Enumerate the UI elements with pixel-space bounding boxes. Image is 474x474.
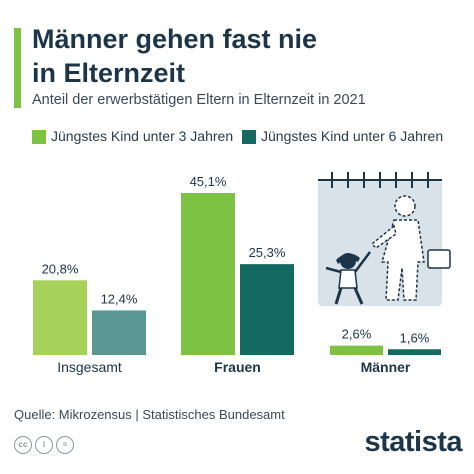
category-label-männer: Männer <box>361 359 411 375</box>
statista-logo[interactable]: statista <box>364 426 462 459</box>
bar-männer-series-1 <box>330 345 383 355</box>
value-label-frauen-series-1: 45,1% <box>190 174 227 189</box>
category-label-insgesamt: Insgesamt <box>57 359 122 375</box>
bar-insgesamt-series-1 <box>33 280 87 355</box>
bars-layer <box>33 193 441 355</box>
title-line-2: in Elternzeit <box>32 58 186 88</box>
calendar-rings <box>331 172 429 188</box>
bar-männer-series-2 <box>388 349 441 355</box>
bar-frauen-series-2 <box>240 264 294 355</box>
parent-silhouette-dashed <box>370 195 425 301</box>
bar-insgesamt-series-2 <box>92 310 146 355</box>
category-labels-layer: Insgesamt Frauen Männer <box>57 359 411 375</box>
value-label-insgesamt-series-2: 12,4% <box>101 291 138 306</box>
legend-swatch-under-6 <box>242 130 256 144</box>
briefcase-icon <box>427 249 451 269</box>
creative-commons-icon: cc <box>14 436 32 454</box>
category-label-frauen: Frauen <box>214 359 261 375</box>
bar-frauen-series-1 <box>181 193 235 355</box>
value-label-insgesamt-series-1: 20,8% <box>42 261 79 276</box>
child-figure <box>325 251 371 305</box>
title-line-1: Männer gehen fast nie <box>32 24 318 54</box>
legend-label-under-3: Jüngstes Kind unter 3 Jahren <box>51 128 234 144</box>
attribution-icon: i <box>35 436 53 454</box>
value-label-frauen-series-2: 25,3% <box>249 245 286 260</box>
value-labels-layer: 20,8% 12,4% 45,1% 25,3% 2,6% 1,6% <box>42 174 430 345</box>
chart-title: Männer gehen fast nie in Elternzeit <box>32 22 462 90</box>
value-label-männer-series-1: 2,6% <box>342 327 372 342</box>
no-derivatives-icon: = <box>56 436 74 454</box>
chart-subtitle: Anteil der erwerbstätigen Eltern in Elte… <box>32 92 366 108</box>
legend-label-under-6: Jüngstes Kind unter 6 Jahren <box>261 128 444 144</box>
legend-swatch-under-3 <box>32 130 46 144</box>
parent-child-illustration <box>318 172 451 306</box>
source-note: Quelle: Mikrozensus | Statistisches Bund… <box>14 407 285 422</box>
title-accent-bar <box>14 28 21 108</box>
value-label-männer-series-2: 1,6% <box>400 330 430 345</box>
brand-text: statista <box>364 426 462 458</box>
